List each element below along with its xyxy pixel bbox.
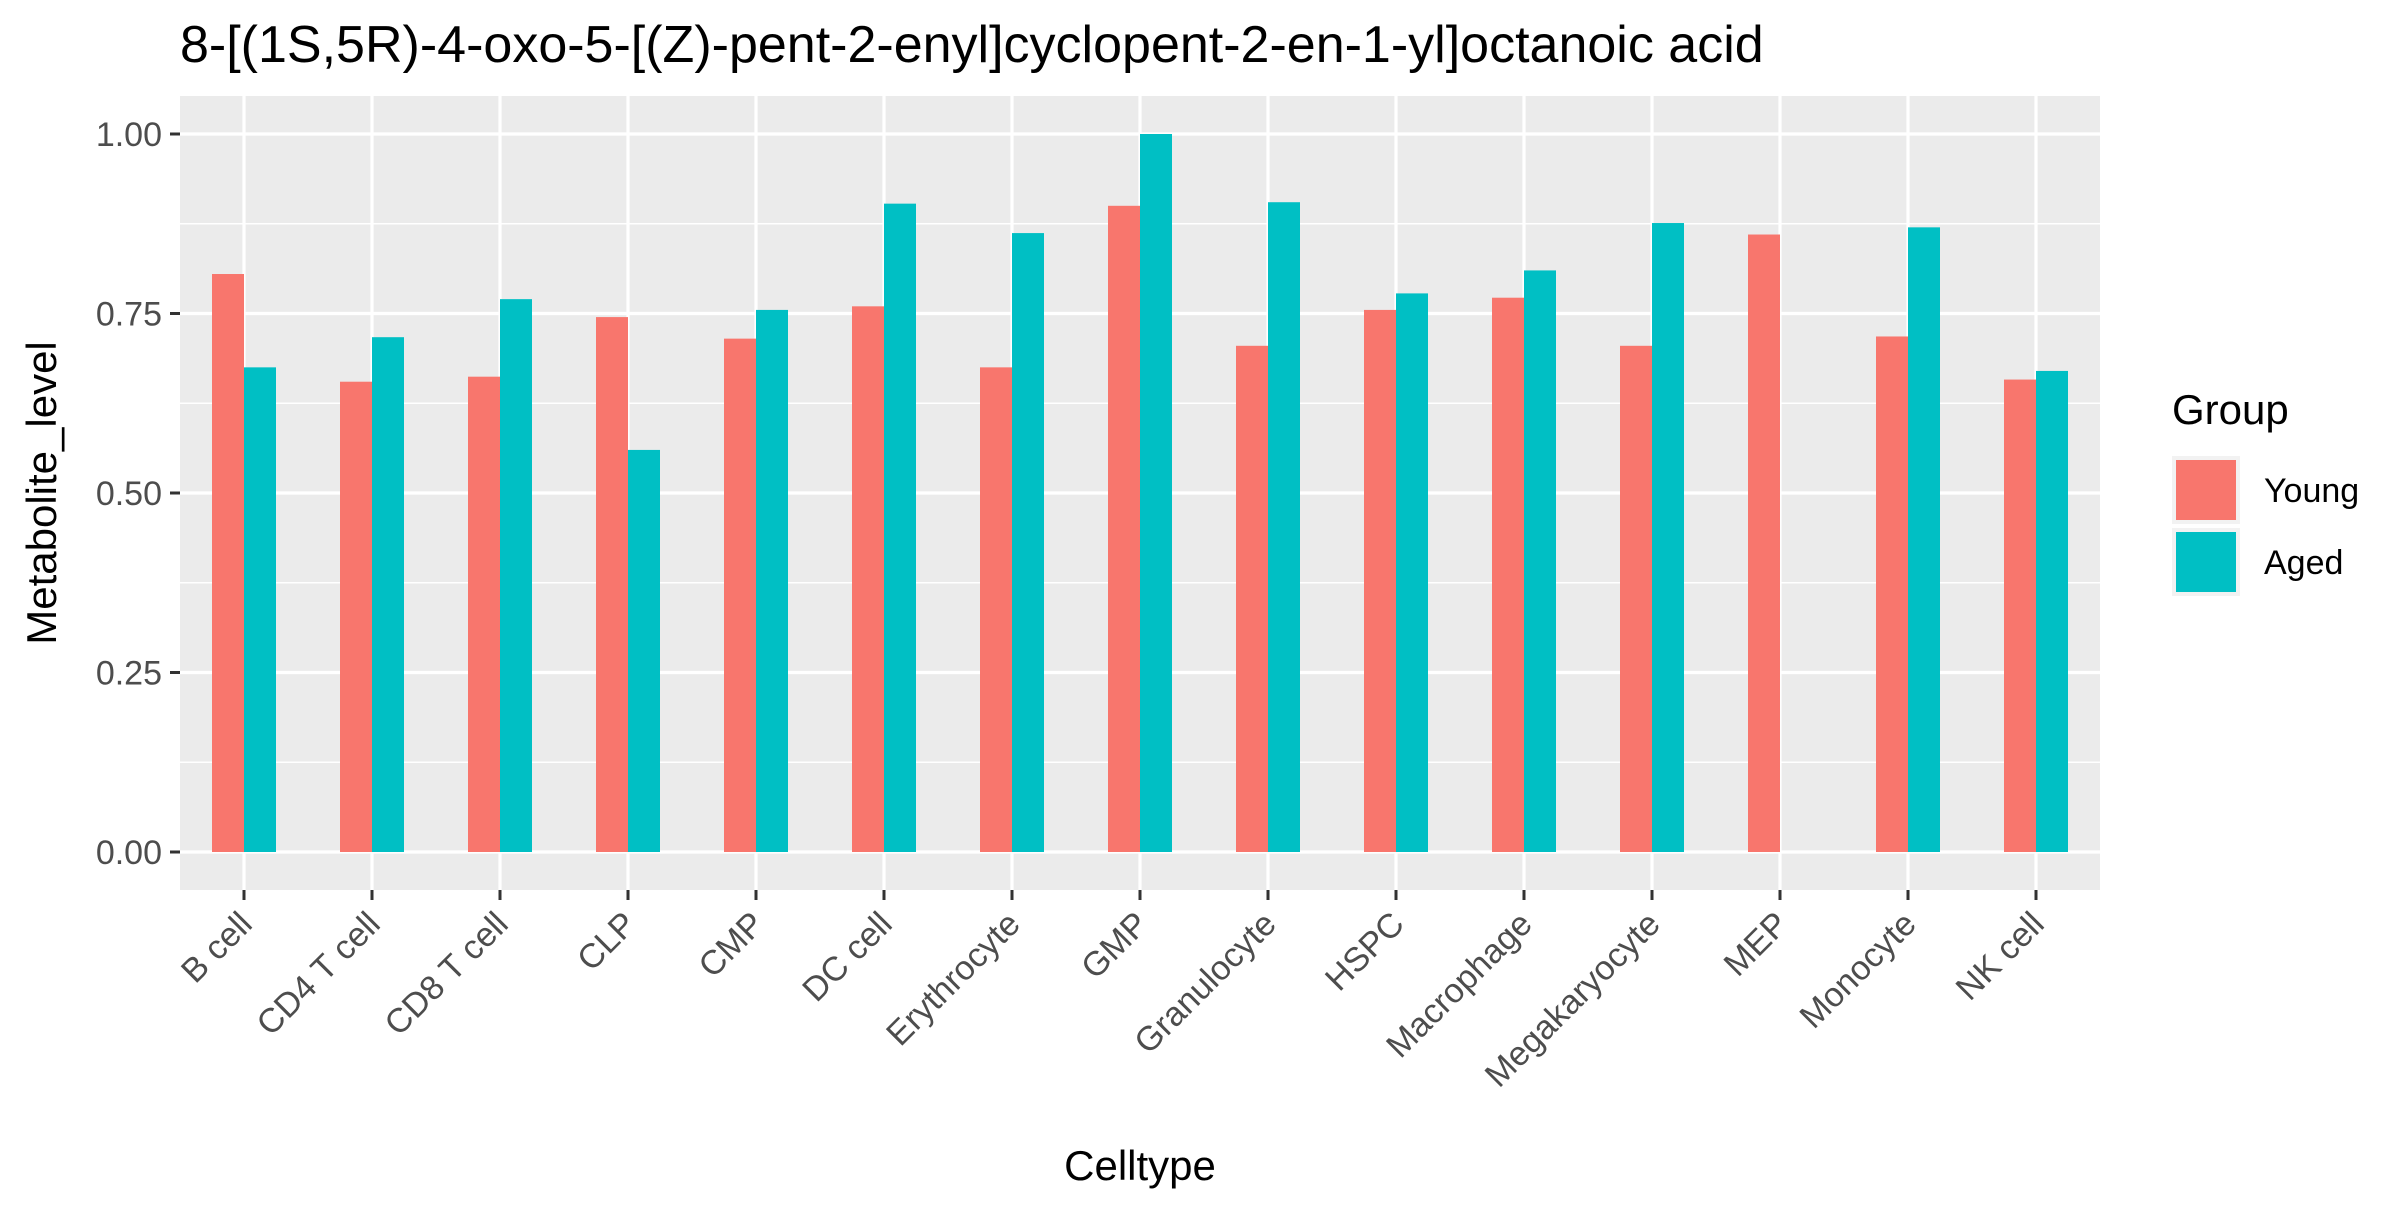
x-axis-title: Celltype [1064,1142,1216,1189]
legend-title: Group [2172,386,2289,433]
x-tick-label: GMP [1074,905,1156,987]
bar-aged-b-cell [244,367,276,852]
bar-aged-megakaryocyte [1652,223,1684,853]
bar-young-macrophage [1492,297,1524,853]
bar-young-granulocyte [1236,345,1268,852]
x-tick-label: Erythrocyte [879,905,1027,1053]
x-tick-label: HSPC [1318,905,1412,999]
legend: Group Young Aged [2172,386,2359,596]
bar-young-hspc [1364,309,1396,852]
bar-young-cd4-t-cell [340,381,372,852]
bar-young-nk-cell [2004,379,2036,852]
x-tick-label: CLP [570,905,644,979]
bar-young-erythrocyte [980,367,1012,852]
y-tick-label: 1.00 [96,116,162,154]
x-tick-label: CD4 T cell [249,905,387,1043]
legend-swatch-young [2176,460,2236,520]
bar-young-dc-cell [852,306,884,852]
bar-aged-monocyte [1908,227,1940,853]
x-tick-label: MEP [1717,905,1796,984]
legend-swatch-aged [2176,532,2236,592]
bar-aged-cmp [756,309,788,852]
x-tick-label: B cell [174,905,260,991]
y-axis: 0.00 0.25 0.50 0.75 1.00 [96,116,180,872]
bar-aged-cd4-t-cell [372,337,404,853]
y-tick-label: 0.75 [96,296,162,334]
bars-group [212,134,2068,853]
bar-aged-granulocyte [1268,202,1300,852]
bar-aged-nk-cell [2036,370,2068,852]
x-tick-label: CMP [691,905,771,985]
bar-aged-erythrocyte [1012,233,1044,853]
bar-aged-cd8-t-cell [500,299,532,852]
chart-title: 8-[(1S,5R)-4-oxo-5-[(Z)-pent-2-enyl]cycl… [180,16,1764,74]
bar-aged-gmp [1140,134,1172,852]
bar-young-mep [1748,234,1780,852]
bar-young-monocyte [1876,336,1908,852]
x-tick-label: CD8 T cell [377,905,515,1043]
bar-aged-macrophage [1524,270,1556,852]
bar-aged-dc-cell [884,203,916,852]
bar-young-cd8-t-cell [468,376,500,852]
bar-young-b-cell [212,274,244,852]
bar-aged-clp [628,449,660,852]
legend-label-young: Young [2264,472,2359,510]
y-tick-label: 0.00 [96,834,162,872]
bar-young-gmp [1108,205,1140,853]
x-tick-label: DC cell [795,905,899,1009]
bar-aged-hspc [1396,293,1428,852]
bar-young-megakaryocyte [1620,345,1652,852]
y-tick-label: 0.25 [96,655,162,693]
legend-label-aged: Aged [2264,544,2343,582]
x-tick-label: Monocyte [1793,905,1924,1036]
y-axis-title: Metabolite_level [18,341,65,645]
x-tick-label: NK cell [1949,905,2052,1008]
y-tick-label: 0.50 [96,475,162,513]
bar-young-clp [596,317,628,853]
bar-young-cmp [724,338,756,852]
